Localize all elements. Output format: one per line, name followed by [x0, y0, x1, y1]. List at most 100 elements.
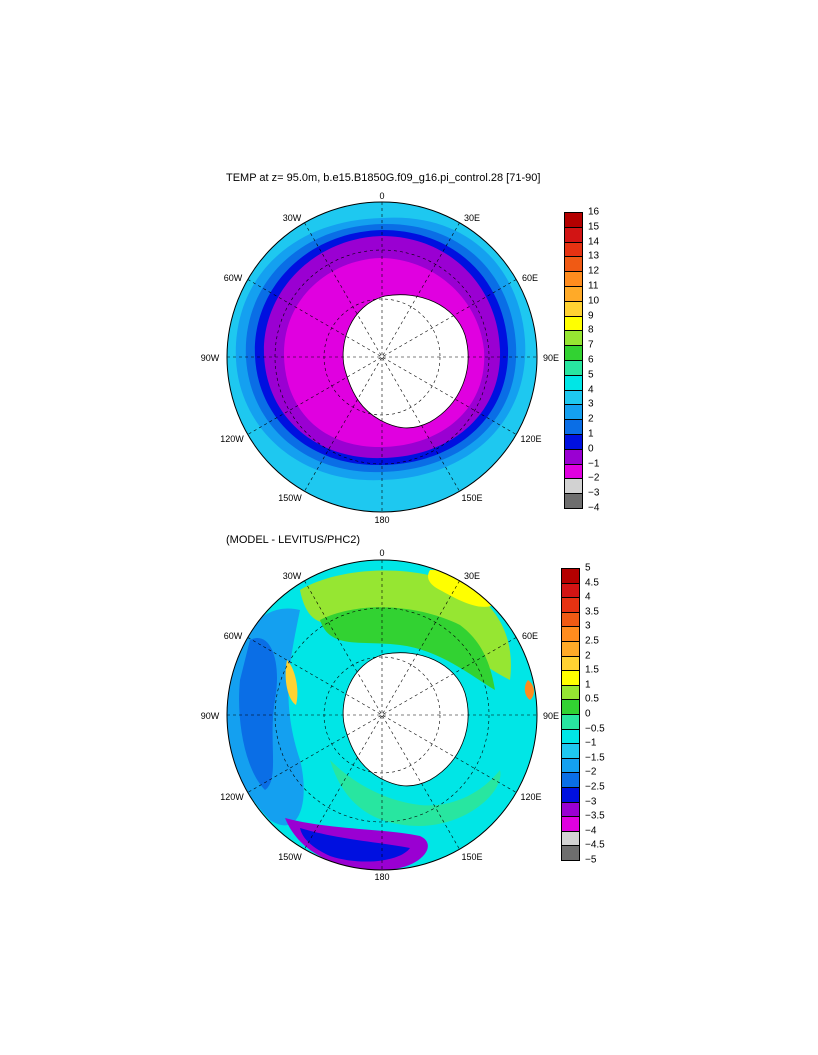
panel2-lon-90w: 90W	[200, 711, 220, 721]
colorbar-swatch	[561, 787, 580, 803]
colorbar-tick-label: 0.5	[585, 693, 599, 705]
panel2-lon-150e: 150E	[461, 852, 483, 862]
panel2-ring-positive	[320, 607, 495, 690]
panel2-map-border	[226, 559, 538, 871]
colorbar-swatch	[561, 772, 580, 788]
colorbar-tick-label: 12	[588, 265, 600, 277]
colorbar-tick-label: −0.5	[585, 723, 605, 735]
colorbar-tick-label: 0	[588, 443, 594, 455]
colorbar-swatch	[561, 845, 580, 861]
panel2-lon-90e: 90E	[542, 711, 560, 721]
panel1-lon-90w: 90W	[200, 353, 220, 363]
colorbar-tick-label: 3	[585, 620, 591, 632]
colorbar-tick-label: 10	[588, 295, 600, 307]
colorbar-tick-label: −2.5	[585, 781, 605, 793]
colorbar-swatch	[561, 568, 580, 584]
colorbar-swatch	[561, 801, 580, 818]
colorbar-swatch	[561, 728, 580, 745]
colorbar-tick-label: −4	[588, 502, 600, 514]
colorbar-tick-label: −1.5	[585, 752, 605, 764]
panel2-green-arc-south	[330, 760, 501, 826]
panel2-graticule	[227, 560, 537, 870]
panel2-lon-30w: 30W	[282, 571, 302, 581]
colorbar-swatch	[561, 582, 580, 599]
panel2-lon-120e: 120E	[520, 792, 542, 802]
colorbar-tick-label: −4	[585, 825, 597, 837]
colorbar-swatch	[561, 830, 580, 847]
colorbar-tick-label: 11	[588, 280, 599, 292]
colorbar-swatch	[561, 626, 580, 642]
panel1-antarctica	[342, 294, 469, 429]
colorbar-tick-label: 4	[585, 591, 591, 603]
panel2-west-warm-spot	[285, 660, 298, 705]
panel2-lon-150w: 150W	[278, 852, 302, 862]
panel1-title: TEMP at z= 95.0m, b.e15.B1850G.f09_g16.p…	[226, 172, 541, 184]
panel1-lon-0: 0	[379, 191, 385, 201]
colorbar-tick-label: −3.5	[585, 810, 605, 822]
colorbar-tick-label: −1	[585, 737, 597, 749]
panel2-lon-180: 180	[374, 872, 390, 882]
colorbar-swatch	[561, 816, 580, 832]
colorbar-swatch	[561, 655, 580, 672]
colorbar-tick-label: 2	[588, 413, 594, 425]
colorbar-tick-label: 0	[585, 708, 591, 720]
panel1-lon-30e: 30E	[463, 213, 481, 223]
colorbar-tick-label: 16	[588, 206, 600, 218]
colorbar-tick-label: −2	[588, 472, 600, 484]
panel2-lon-0: 0	[379, 548, 385, 558]
panel1-lon-150e: 150E	[461, 493, 483, 503]
panel2-lon-120w: 120W	[220, 792, 244, 802]
panel1-lon-120e: 120E	[520, 434, 542, 444]
colorbar-swatch	[561, 699, 580, 715]
panel1-lon-90e: 90E	[542, 353, 560, 363]
colorbar-swatch	[561, 597, 580, 613]
colorbar-tick-label: 14	[588, 236, 600, 248]
colorbar-tick-label: 5	[588, 369, 594, 381]
colorbar-tick-label: 3	[588, 398, 594, 410]
panel1-lon-60w: 60W	[223, 273, 243, 283]
colorbar-swatch	[561, 743, 580, 759]
colorbar-swatch	[561, 611, 580, 628]
colorbar-swatch	[561, 670, 580, 686]
colorbar-tick-label: 15	[588, 221, 600, 233]
colorbar-tick-label: 9	[588, 310, 594, 322]
panel2-lon-30e: 30E	[463, 571, 481, 581]
colorbar-tick-label: −3	[585, 796, 597, 808]
panel2-east-warm-spot	[524, 680, 534, 700]
colorbar-tick-label: −2	[585, 766, 597, 778]
panel2-south-deep-negative	[300, 828, 410, 862]
colorbar-tick-label: 2	[585, 650, 591, 662]
colorbar-tick-label: 1	[588, 428, 594, 440]
colorbar-tick-label: −4.5	[585, 839, 605, 851]
panel2-colorbar: −5 −4.5 −4 −3.5 −3 −2.5 −2 −1.5 −1 −0.5 0 0.5 1 1.5 2 2…	[561, 563, 621, 866]
colorbar-tick-label: 13	[588, 250, 600, 262]
colorbar-tick-label: 4.5	[585, 577, 599, 589]
panel2-northeast-warm	[428, 570, 494, 607]
panel1-lon-60e: 60E	[521, 273, 539, 283]
colorbar-tick-label: 6	[588, 354, 594, 366]
panel1-lon-180: 180	[374, 515, 390, 525]
colorbar-tick-label: 1.5	[585, 664, 599, 676]
panel2-title: (MODEL - LEVITUS/PHC2)	[226, 534, 361, 546]
colorbar-tick-label: 4	[588, 384, 594, 396]
colorbar-swatch	[561, 684, 580, 701]
colorbar-swatch	[561, 714, 580, 730]
colorbar-tick-label: −3	[588, 487, 600, 499]
panel1-graticule	[227, 202, 537, 512]
colorbar-tick-label: 7	[588, 339, 594, 351]
panel1-lon-150w: 150W	[278, 493, 302, 503]
colorbar-tick-label: −5	[585, 854, 597, 866]
colorbar-swatch	[561, 641, 580, 657]
panel2-lon-60w: 60W	[223, 631, 243, 641]
colorbar-tick-label: 1	[585, 679, 591, 691]
panel1-colorbar: −4 −3 −2 −1 0 1 2 3 4 5 6 7 8 9 10 11 12 13 14 15 16	[564, 207, 624, 514]
colorbar-swatch	[561, 757, 580, 774]
panel2-antarctica	[342, 652, 469, 787]
panel2-lon-60e: 60E	[521, 631, 539, 641]
panel1-map-border	[226, 201, 538, 513]
colorbar-swatch	[564, 212, 583, 228]
colorbar-tick-label: 3.5	[585, 606, 599, 618]
colorbar-tick-label: 5	[585, 562, 591, 574]
colorbar-tick-label: 2.5	[585, 635, 599, 647]
